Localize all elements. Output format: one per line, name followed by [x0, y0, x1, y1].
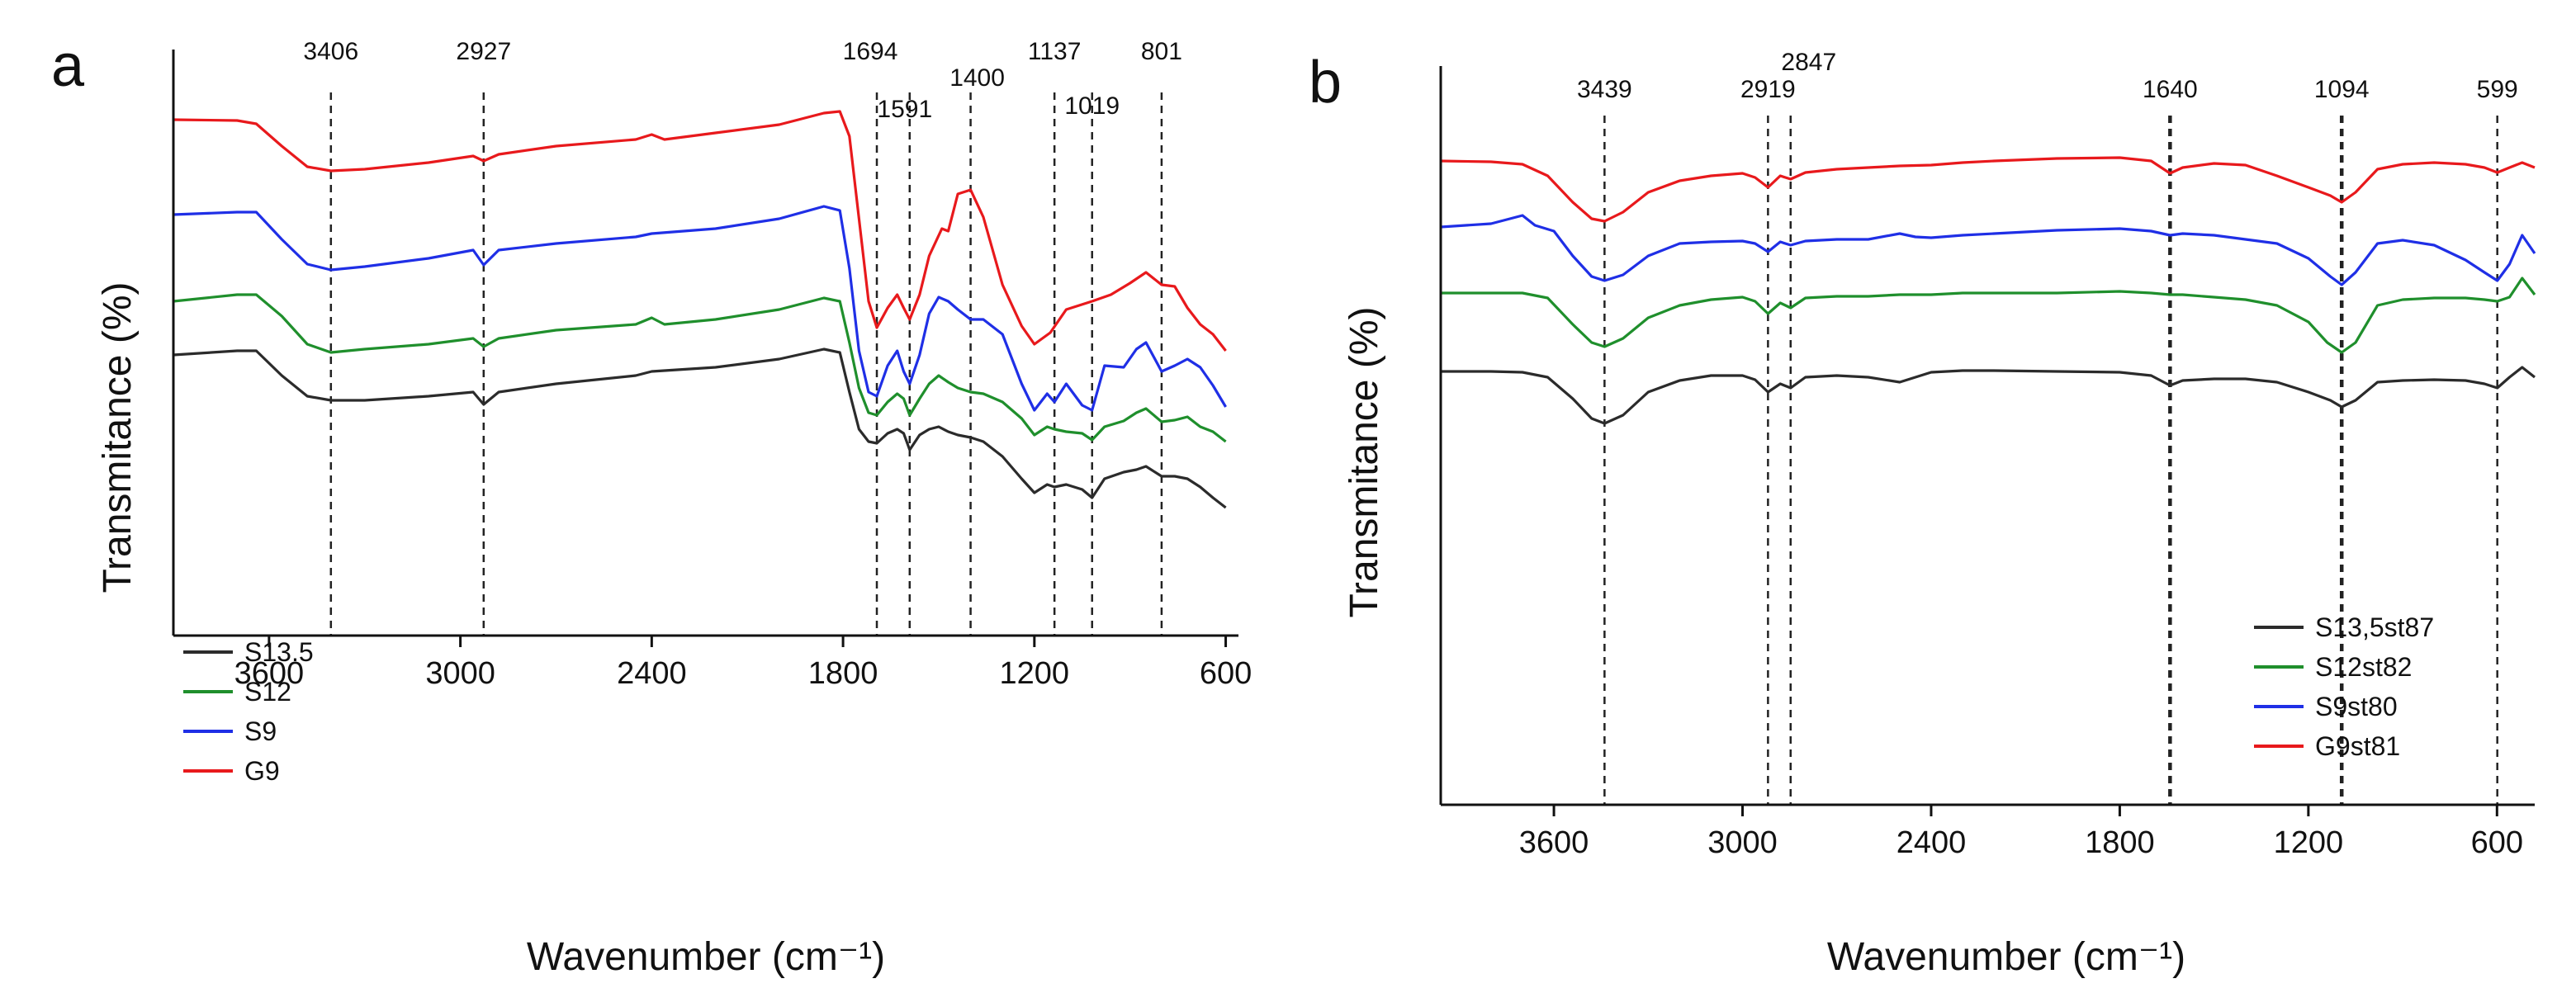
- peak-label-3406: 3406: [303, 38, 358, 65]
- series-line-s12st82: [1441, 277, 2536, 354]
- peak-label-1094: 1094: [2314, 76, 2370, 103]
- peak-label-1591: 1591: [877, 96, 932, 123]
- x-tick-label-2400: 2400: [617, 656, 687, 691]
- peak-label-1694: 1694: [843, 38, 898, 65]
- peak-label-1019: 1019: [1064, 92, 1120, 120]
- x-tick-label-600: 600: [2471, 825, 2523, 860]
- peak-label-2927: 2927: [456, 38, 511, 65]
- panel-a-legend: S13.5 S12 S9 G9: [183, 637, 314, 786]
- x-tick-label-3600: 3600: [234, 656, 305, 691]
- legend-label-s9st80: S9st80: [2315, 692, 2398, 721]
- legend-label-s13-5: S13.5: [244, 637, 314, 667]
- x-tick-label-3000: 3000: [425, 656, 495, 691]
- series-line-g9: [173, 110, 1227, 352]
- peak-label-2919: 2919: [1740, 76, 1796, 103]
- panel-a-x-axis-title: Wavenumber (cm⁻¹): [527, 935, 885, 979]
- x-tick-label-600: 600: [1200, 656, 1252, 691]
- peak-label-1640: 1640: [2143, 76, 2198, 103]
- panel-a-y-axis-title: Transmitance (%): [96, 282, 140, 593]
- panel-b-y-axis-title: Transmitance (%): [1342, 307, 1386, 618]
- panel-b-x-axis-title: Wavenumber (cm⁻¹): [1827, 935, 2185, 979]
- series-line-s9: [173, 205, 1227, 412]
- peak-label-2847: 2847: [1781, 49, 1836, 76]
- series-line-s9st80: [1440, 214, 2536, 286]
- series-line-s13-5: [173, 347, 1227, 509]
- peak-label-599: 599: [2477, 76, 2518, 103]
- x-tick-label-3600: 3600: [1519, 825, 1589, 860]
- x-tick-label-1200: 1200: [2274, 825, 2344, 860]
- legend-label-s12: S12: [244, 677, 291, 707]
- peak-label-3439: 3439: [1577, 76, 1632, 103]
- legend-label-g9: G9: [244, 756, 280, 786]
- series-line-s12: [173, 293, 1227, 443]
- x-tick-label-3000: 3000: [1707, 825, 1778, 860]
- x-tick-label-1800: 1800: [808, 656, 878, 691]
- panel-b: b Transmitance (%) Wavenumber (cm⁻¹) 343…: [1309, 49, 2536, 979]
- x-tick-label-1200: 1200: [1000, 656, 1070, 691]
- panel-a: a Transmitance (%) Wavenumber (cm⁻¹) 340…: [51, 33, 1252, 979]
- panel-b-letter: b: [1309, 50, 1342, 116]
- legend-label-s13-5st87: S13,5st87: [2315, 612, 2434, 642]
- panel-b-legend: S13,5st87 S12st82 S9st80 G9st81: [2254, 612, 2434, 761]
- legend-label-g9st81: G9st81: [2315, 731, 2400, 761]
- x-tick-label-2400: 2400: [1896, 825, 1967, 860]
- legend-label-s9: S9: [244, 716, 277, 746]
- series-line-g9st81: [1440, 156, 2536, 223]
- panel-a-letter: a: [51, 33, 85, 99]
- series-line-s13-5st87: [1441, 366, 2536, 425]
- x-tick-label-1800: 1800: [2085, 825, 2155, 860]
- legend-label-s12st82: S12st82: [2315, 652, 2412, 682]
- peak-label-1400: 1400: [949, 64, 1005, 92]
- peak-label-801: 801: [1141, 38, 1182, 65]
- peak-label-1137: 1137: [1028, 38, 1082, 65]
